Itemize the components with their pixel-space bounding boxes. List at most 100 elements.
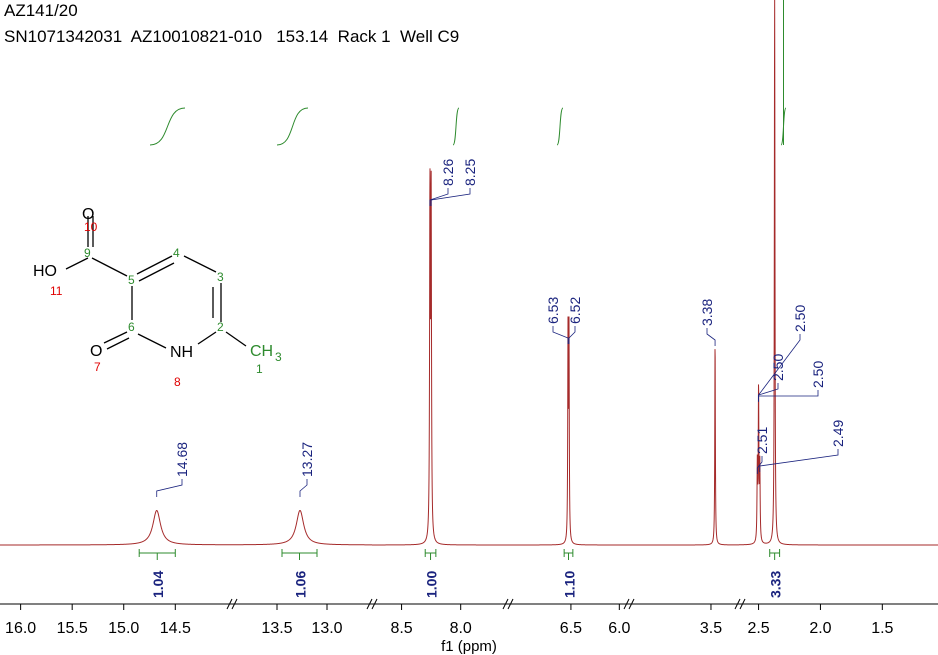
axis-break-stroke xyxy=(623,598,630,610)
peak-label-leader xyxy=(758,390,819,402)
x-tick-label: 6.0 xyxy=(608,620,630,637)
bond xyxy=(137,333,167,349)
bond xyxy=(91,257,128,277)
x-tick-label: 1.5 xyxy=(871,620,893,637)
integral-curve xyxy=(556,107,564,146)
peak-label-leader xyxy=(756,456,763,474)
atom-label: 2 xyxy=(217,320,224,334)
x-tick-label: 3.5 xyxy=(700,620,722,637)
atom-label: O xyxy=(90,343,102,360)
bond xyxy=(136,255,173,275)
bond xyxy=(138,262,175,282)
axis-break-stroke xyxy=(231,598,238,610)
peak-label-leader xyxy=(429,188,449,206)
spectrum-trace-segment xyxy=(0,509,232,546)
atom-label: HO xyxy=(33,263,57,280)
spectrum-id-line: AZ141/20 xyxy=(4,1,78,20)
spectrum-trace-segment xyxy=(372,168,508,546)
peak-label-text: 2.50 xyxy=(810,361,826,388)
atom-label: 5 xyxy=(128,273,135,287)
peak-label-leader xyxy=(430,188,471,206)
peak-label-text: 13.27 xyxy=(299,442,315,477)
axis-break-stroke xyxy=(507,598,514,610)
peak-label: 2.50 xyxy=(758,305,808,401)
integral-value: 1.04 xyxy=(150,571,166,598)
atom-label: 4 xyxy=(173,246,180,260)
atom-label: 3 xyxy=(217,270,224,284)
x-tick-label: 13.5 xyxy=(261,620,292,637)
peak-label-text: 14.68 xyxy=(174,442,190,477)
peak-label: 6.52 xyxy=(567,297,583,344)
peak-label: 13.27 xyxy=(299,442,315,497)
peak-label-leader xyxy=(299,479,308,497)
x-tick-label: 16.0 xyxy=(5,620,36,637)
axis-break-stroke xyxy=(739,598,746,610)
peak-label-text: 2.51 xyxy=(754,427,770,454)
peak-label-leader xyxy=(568,326,576,344)
integral: 1.06 xyxy=(276,107,318,598)
peak-label-leader xyxy=(759,449,839,472)
peak-label: 3.38 xyxy=(699,299,716,346)
peak-label-leader xyxy=(758,334,801,401)
bond xyxy=(183,255,217,273)
integral-curve xyxy=(276,107,309,146)
axis-break-stroke xyxy=(371,598,378,610)
peak-label-text: 2.49 xyxy=(830,420,846,447)
integral: 1.04 xyxy=(138,107,186,598)
bond xyxy=(103,331,128,344)
integral-curve xyxy=(452,107,460,146)
atom-number: 11 xyxy=(50,284,63,298)
integral: 1.00 xyxy=(424,107,460,598)
peak-label-leader xyxy=(552,326,569,344)
spectrum-trace-segment xyxy=(508,316,629,546)
x-tick-label: 15.0 xyxy=(108,620,139,637)
peak-label-text: 8.25 xyxy=(462,159,478,186)
axis-break-stroke xyxy=(734,598,741,610)
integral-value: 1.10 xyxy=(562,571,578,598)
peak-label-leader xyxy=(706,328,716,346)
integral-value: 1.00 xyxy=(424,571,440,598)
sample-info-line: SN1071342031 AZ10010821-010 153.14 Rack … xyxy=(4,27,460,46)
peak-label: 6.53 xyxy=(545,297,569,344)
x-tick-label: 14.5 xyxy=(160,620,191,637)
bond xyxy=(225,331,247,347)
x-tick-label: 15.5 xyxy=(57,620,88,637)
axis-break-mark xyxy=(734,598,746,610)
peak-label-leader xyxy=(156,479,183,497)
peak-label: 2.51 xyxy=(754,427,770,474)
peak-label: 2.49 xyxy=(759,420,846,472)
axis-break-mark xyxy=(502,598,514,610)
peak-label-text: 6.53 xyxy=(545,297,561,324)
atom-label: CH xyxy=(250,343,273,360)
integral-value: 1.06 xyxy=(293,571,309,598)
peak-label-text: 2.50 xyxy=(792,305,808,332)
atom-label: 9 xyxy=(84,246,91,260)
bond xyxy=(65,257,89,270)
bond xyxy=(197,331,217,345)
atom-label: O xyxy=(82,206,94,223)
integral: 3.33 xyxy=(768,107,787,598)
atom-label: 6 xyxy=(128,320,135,334)
atom-number: 10 xyxy=(84,220,98,234)
peak-label: 2.50 xyxy=(758,361,826,402)
peak-label: 8.26 xyxy=(429,159,456,206)
axis-break-stroke xyxy=(226,598,233,610)
axis-break-stroke xyxy=(628,598,635,610)
x-axis-title: f1 (ppm) xyxy=(441,638,497,655)
axis-break-stroke xyxy=(366,598,373,610)
axis-break-stroke xyxy=(502,598,509,610)
bond xyxy=(106,337,130,350)
spectrum-trace-segment xyxy=(232,509,372,546)
atom-number: 8 xyxy=(174,375,181,389)
atom-number: 1 xyxy=(256,362,263,376)
atom-number: 7 xyxy=(94,360,101,374)
integral: 1.10 xyxy=(556,107,578,598)
atom-label: NH xyxy=(170,344,193,361)
peak-label: 8.25 xyxy=(430,159,478,206)
peak-label-text: 3.38 xyxy=(699,299,715,326)
spectrum-trace-segment xyxy=(629,349,741,546)
x-tick-label: 13.0 xyxy=(311,620,342,637)
peak-label: 14.68 xyxy=(156,442,190,497)
peak-label-text: 8.26 xyxy=(440,159,456,186)
